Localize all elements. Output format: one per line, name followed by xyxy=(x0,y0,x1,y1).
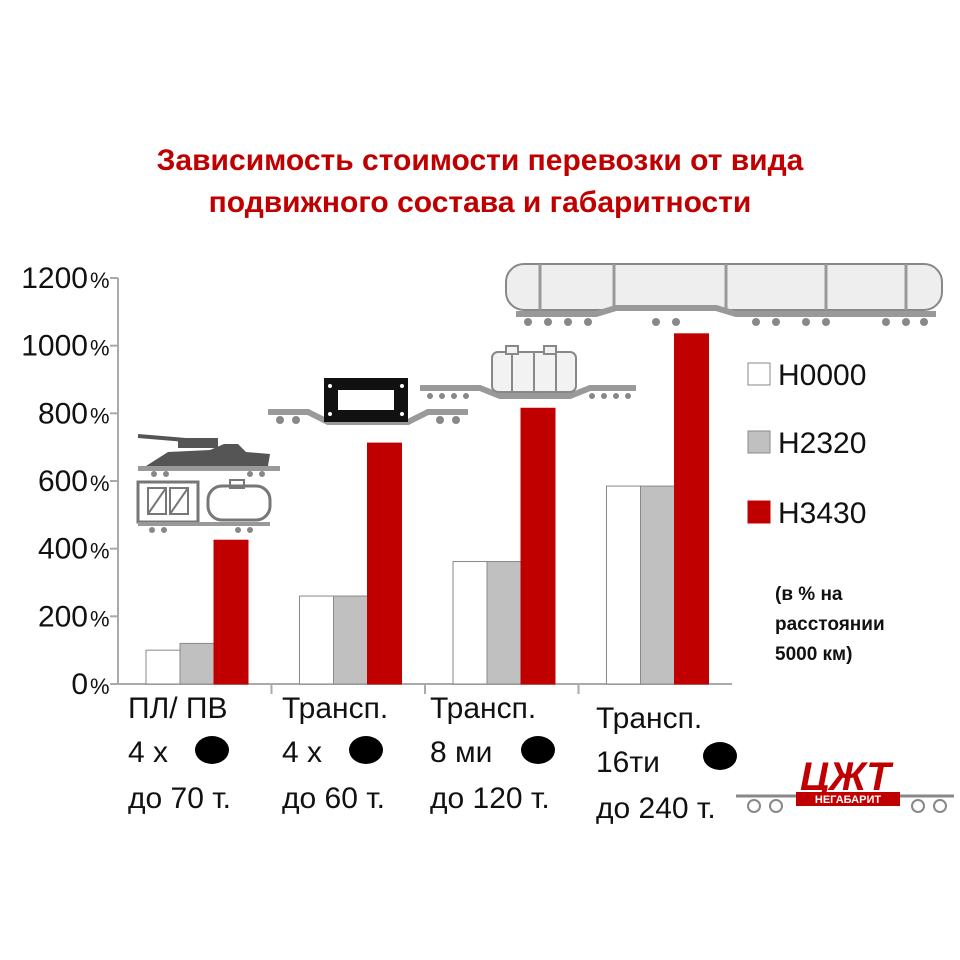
transporter-8-axle-icon xyxy=(420,345,636,399)
bar-2-1 xyxy=(179,642,215,685)
y-tick-label: 400 xyxy=(38,533,88,566)
legend-label-3: Н3430 xyxy=(778,497,866,530)
category-labels: ПЛ/ ПВ 4 х до 70 т. Трансп. 4 х до 60 т. Транс… xyxy=(128,692,737,825)
railcar-logo-icon: ЦЖТ НЕГАБАРИТ xyxy=(736,755,954,813)
y-tick-label: 600 xyxy=(38,465,88,498)
y-tick-unit: % xyxy=(90,674,110,699)
category-label-2-line-3: до 60 т. xyxy=(282,782,385,815)
container-and-tank-wagon-icon xyxy=(136,479,272,533)
bar-3-4 xyxy=(674,333,709,685)
logo-text: ЦЖТ xyxy=(800,755,894,799)
category-label-4-line-2: 16ти xyxy=(596,746,660,779)
bar-3-3 xyxy=(520,407,556,685)
y-tick-unit: % xyxy=(90,471,110,496)
y-tick-label: 800 xyxy=(38,397,88,430)
category-label-2-line-2: 4 х xyxy=(282,736,322,769)
bar-2-4 xyxy=(640,485,675,685)
transporter-16-axle-icon xyxy=(505,263,943,326)
category-label-2-line-1: Трансп. xyxy=(282,692,388,725)
y-tick-unit: % xyxy=(90,268,110,293)
y-tick-unit: % xyxy=(90,403,110,428)
tank-on-flatcar-icon xyxy=(137,434,280,477)
y-tick-unit: % xyxy=(90,336,110,361)
chart-title: Зависимость стоимости перевозки от вида … xyxy=(0,140,960,224)
category-label-3-line-1: Трансп. xyxy=(430,692,536,725)
category-label-4-line-1: Трансп. xyxy=(596,702,702,735)
units-note-line-1: (в % на xyxy=(775,584,843,605)
axle-marker-icon xyxy=(195,736,229,764)
transporter-4-axle-icon xyxy=(268,378,468,425)
category-label-3-line-3: до 120 т. xyxy=(430,782,550,815)
legend-swatch-1 xyxy=(747,362,771,386)
bar-1-4 xyxy=(606,485,641,685)
y-tick-label: 1000 xyxy=(21,330,88,363)
bar-3-1 xyxy=(213,539,249,685)
units-note-line-3: 5000 км) xyxy=(775,644,853,665)
chart-title-line-1: Зависимость стоимости перевозки от вида xyxy=(156,144,804,177)
legend: Н0000 Н2320 Н3430 xyxy=(747,359,866,530)
units-note: (в % на расстоянии 5000 км) xyxy=(775,580,945,670)
y-tick-label: 200 xyxy=(38,600,88,633)
legend-label-2: Н2320 xyxy=(778,427,866,460)
legend-label-1: Н0000 xyxy=(778,359,866,392)
bar-1-2 xyxy=(299,595,334,685)
category-label-4-line-3: до 240 т. xyxy=(596,792,716,825)
bar-3-2 xyxy=(367,442,402,685)
bar-2-3 xyxy=(486,561,522,685)
y-tick-label: 1200 xyxy=(21,262,88,295)
legend-swatch-3 xyxy=(747,500,771,524)
y-tick-unit: % xyxy=(90,539,110,564)
legend-swatch-2 xyxy=(747,430,771,454)
axle-marker-icon xyxy=(349,736,383,764)
axle-marker-icon xyxy=(703,742,737,770)
y-axis-ticks: 0 %200 %400 %600 %800 %1000 %1200% xyxy=(21,262,118,701)
bar-1-3 xyxy=(452,561,488,685)
bar-series xyxy=(145,333,709,685)
category-label-3-line-2: 8 ми xyxy=(430,736,492,769)
units-note-line-2: расстоянии xyxy=(775,614,885,635)
y-tick-label: 0 xyxy=(71,668,88,701)
axle-marker-icon xyxy=(521,736,555,764)
category-label-1-line-3: до 70 т. xyxy=(128,782,231,815)
category-label-1-line-2: 4 х xyxy=(128,736,168,769)
bar-2-2 xyxy=(333,595,368,685)
category-label-1-line-1: ПЛ/ ПВ xyxy=(128,692,228,725)
bar-1-1 xyxy=(145,649,181,685)
y-tick-unit: % xyxy=(90,606,110,631)
logo-subtext: НЕГАБАРИТ xyxy=(815,794,881,806)
chart-title-line-2: подвижного состава и габаритности xyxy=(208,186,752,219)
